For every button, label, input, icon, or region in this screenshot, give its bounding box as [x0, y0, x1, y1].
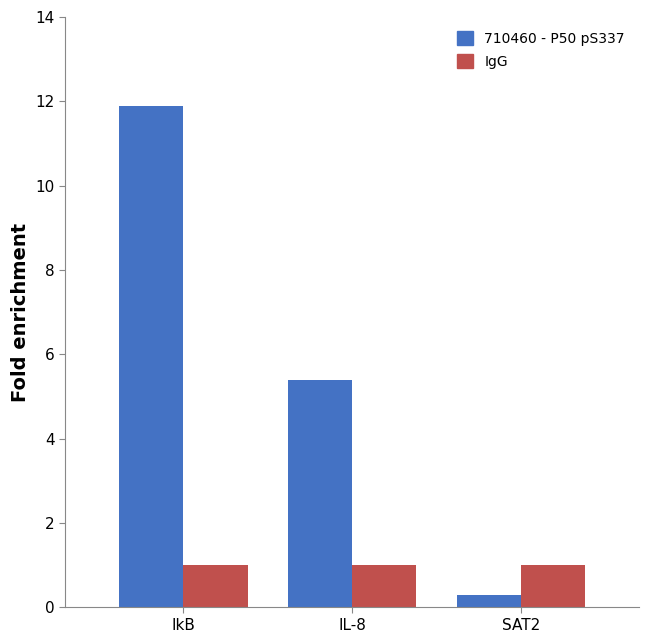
Bar	[521, 565, 585, 607]
Bar	[457, 595, 521, 607]
Y-axis label: Fold enrichment: Fold enrichment	[11, 223, 30, 402]
Bar	[183, 565, 248, 607]
Legend: 710460 - P50 pS337, IgG: 710460 - P50 pS337, IgG	[450, 24, 632, 76]
Bar	[120, 106, 183, 607]
Bar	[352, 565, 416, 607]
Bar	[288, 380, 352, 607]
